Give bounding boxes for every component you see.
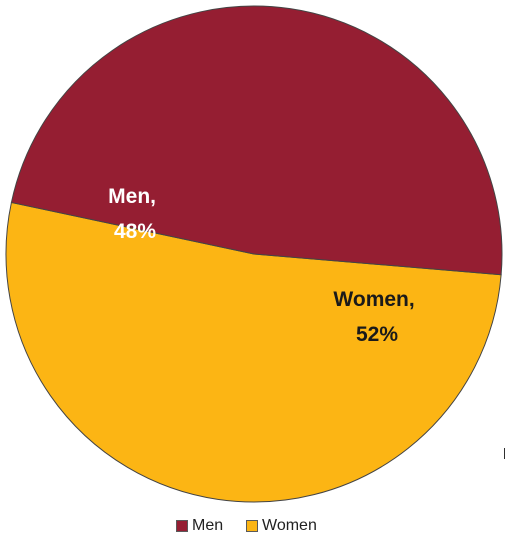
pie-slice-men (10, 5, 503, 276)
slice-label-men: Men, 48% (108, 185, 162, 243)
legend-swatch-women (246, 520, 258, 532)
legend-swatch-men (176, 520, 188, 532)
cutoff-line-1: Nu (472, 442, 505, 468)
chart-legend: Men Women (0, 512, 505, 540)
slice-label-women: Women, 52% (333, 288, 420, 346)
legend-label-men: Men (192, 517, 224, 534)
pie-slice-women (5, 201, 502, 503)
legend-item-men: Men (176, 517, 223, 535)
legend-item-women: Women (246, 517, 317, 535)
cutoff-line-2: St (472, 468, 505, 494)
legend-label-women: Women (262, 517, 317, 534)
